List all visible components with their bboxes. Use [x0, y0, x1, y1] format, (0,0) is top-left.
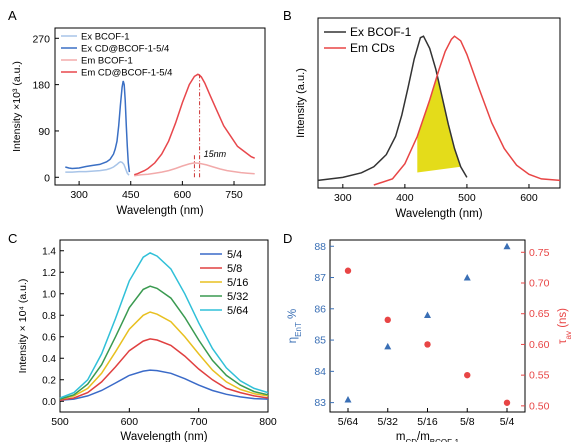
plot-frame: [317, 17, 561, 189]
series-line: [134, 162, 255, 177]
series-line: [59, 252, 269, 399]
x-tick-label: 600: [174, 189, 192, 201]
series-line: [59, 338, 269, 401]
x-tick-label: 300: [70, 189, 88, 201]
x-tick-label: 600: [121, 416, 139, 428]
y-tick-label-left: 84: [314, 366, 326, 378]
plot-frame: [329, 239, 526, 413]
data-point-circle: [464, 371, 471, 379]
data-point-triangle: [463, 274, 471, 281]
x-tick-label: 800: [259, 416, 277, 428]
series-line: [133, 73, 255, 176]
x-tick-label: 400: [396, 192, 414, 204]
plot-frame: [54, 27, 266, 186]
legend-label: 5/16: [227, 277, 248, 289]
y-tick-label-right: 0.75: [529, 247, 550, 259]
legend-label: Ex BCOF-1: [81, 32, 130, 43]
series-line: [59, 369, 269, 401]
panel-label: D: [283, 231, 292, 246]
data-point-circle: [503, 399, 511, 406]
legend-label: 5/4: [227, 249, 242, 261]
y-tick-label-left: 86: [314, 303, 326, 315]
series-line: [65, 160, 130, 176]
x-tick-label: 600: [520, 192, 538, 204]
panel-label: C: [8, 231, 17, 246]
annotation-label: 15nm: [204, 149, 227, 159]
y-tick-label: 0.4: [42, 354, 56, 365]
y-axis-label: Intensity (a.u.): [295, 68, 307, 138]
legend-label: 5/64: [227, 305, 248, 317]
x-tick-label: 5/32: [378, 416, 399, 428]
y-tick-label: 0.8: [42, 311, 56, 322]
y-tick-label: 0.2: [42, 375, 56, 386]
y-tick-label: 0.0: [42, 397, 56, 408]
panel-b: B 300 400 500 600 Wavelength (nm) Intensity (a…: [283, 8, 561, 220]
x-tick-label: 5/64: [338, 416, 359, 428]
data-point-circle: [424, 341, 431, 348]
x-tick-label: 500: [51, 416, 69, 428]
x-tick-label: 5/4: [500, 416, 515, 428]
y-tick-label-left: 83: [314, 397, 326, 409]
data-point-circle: [384, 316, 391, 324]
x-axis-label: mCD/mBCOF-1: [396, 431, 460, 442]
legend-label: Em CDs: [350, 41, 395, 55]
panel-d: D 5/64 5/32 5/16 5/8 5/4 83 84 85 86 87 88 0.50 0.55 0…: [283, 231, 573, 442]
series-line: [65, 80, 131, 173]
x-axis-label: Wavelength (nm): [120, 431, 207, 442]
series-line: [317, 35, 468, 182]
legend-label: 5/8: [227, 263, 242, 275]
y-tick-label-right: 0.65: [529, 308, 550, 320]
series-line: [59, 311, 269, 400]
data-point-triangle: [344, 395, 352, 403]
x-tick-label: 700: [190, 416, 208, 428]
y-tick-label-right: 0.55: [529, 370, 550, 382]
y-tick-label-left: 85: [314, 335, 326, 347]
legend-label: Em BCOF-1: [81, 56, 133, 67]
x-axis-label: Wavelength (nm): [116, 205, 203, 217]
x-tick-label: 450: [122, 189, 140, 201]
legend-label: Ex CD@BCOF-1-5/4: [81, 44, 169, 55]
y-axis-label: Intensity ×10³ (a.u.): [11, 61, 23, 152]
legend-label: Em CD@BCOF-1-5/4: [81, 68, 172, 79]
y-tick-label-right: 0.60: [529, 339, 550, 351]
x-axis-label: Wavelength (nm): [395, 208, 482, 220]
y-axis-label-right: τav (ns): [557, 308, 573, 344]
legend-label: Ex BCOF-1: [350, 25, 412, 39]
y-tick-label-left: 88: [314, 241, 326, 253]
panel-label: A: [8, 8, 17, 23]
data-point-triangle: [503, 242, 511, 250]
legend-label: 5/32: [227, 291, 248, 303]
plot-frame: [59, 239, 269, 413]
series-line: [373, 35, 561, 186]
y-tick-label: 0.6: [42, 332, 56, 343]
data-point-triangle: [384, 342, 392, 350]
panel-label: B: [283, 8, 292, 23]
y-axis-label-left: ηEnT %: [287, 309, 303, 344]
y-tick-label: 0: [44, 172, 50, 184]
y-tick-label: 90: [38, 126, 50, 138]
x-tick-label: 500: [458, 192, 476, 204]
x-tick-label: 5/8: [460, 416, 475, 428]
y-tick-label: 1.0: [42, 289, 56, 300]
y-tick-label-right: 0.50: [529, 400, 550, 412]
x-tick-label: 300: [334, 192, 352, 204]
y-tick-label-right: 0.70: [529, 278, 550, 290]
series-line: [59, 285, 269, 400]
y-axis-label: Intensity × 10⁴ (a.u.): [17, 279, 29, 374]
y-tick-label-left: 87: [314, 272, 326, 284]
data-point-circle: [344, 267, 352, 274]
data-point-triangle: [424, 311, 431, 319]
x-tick-label: 750: [225, 189, 243, 201]
y-tick-label: 1.2: [42, 268, 56, 279]
y-tick-label: 180: [32, 80, 50, 92]
x-tick-label: 5/16: [417, 416, 438, 428]
overlap-area: [417, 75, 461, 173]
y-tick-label: 270: [32, 33, 50, 45]
y-tick-label: 1.4: [42, 246, 56, 257]
panel-c: C 500 600 700 800 0.0 0.2 0.4 0.6 0.8 1.0 1.2 1.4 Wav…: [8, 231, 277, 442]
panel-a: A 300 450 600 750 0 90 180 270 Wavelength (nm) Int…: [8, 8, 266, 217]
